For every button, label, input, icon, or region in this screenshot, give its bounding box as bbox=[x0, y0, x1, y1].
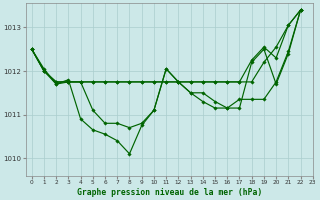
X-axis label: Graphe pression niveau de la mer (hPa): Graphe pression niveau de la mer (hPa) bbox=[76, 188, 262, 197]
